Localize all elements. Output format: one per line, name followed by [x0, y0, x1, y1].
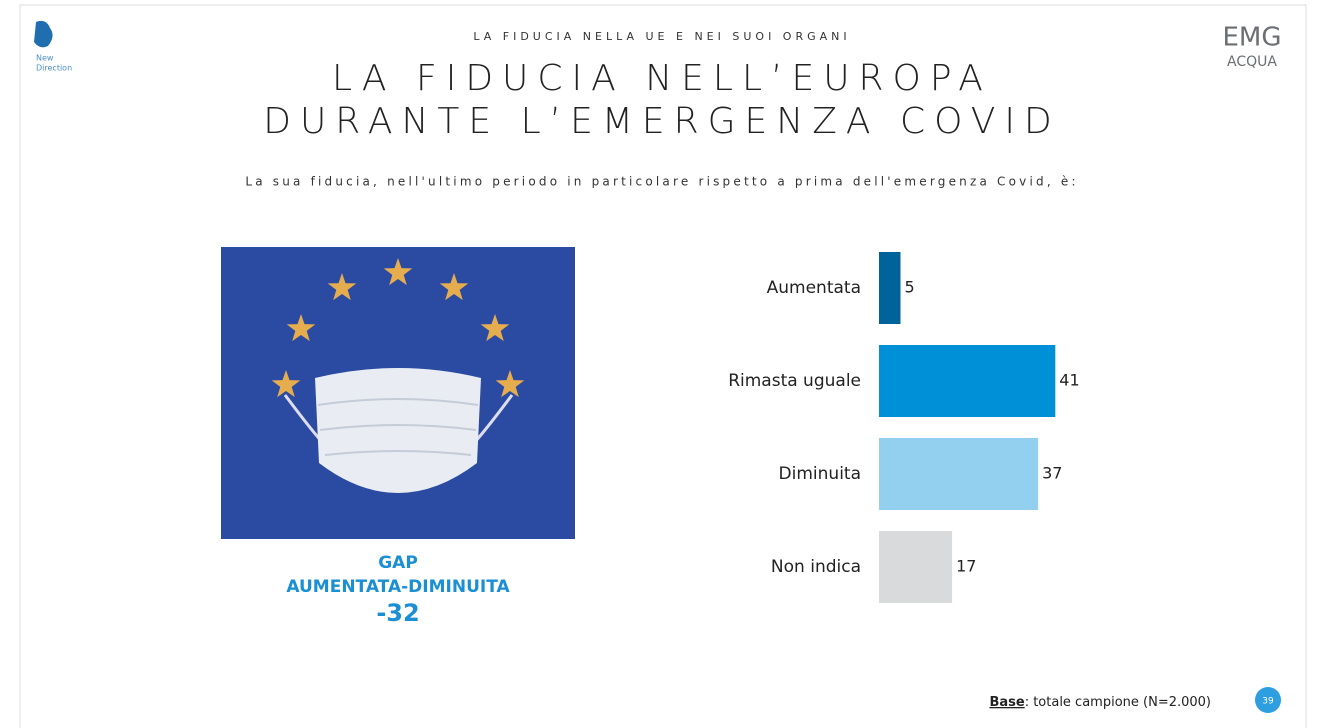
logo-left-text: Direction: [36, 64, 72, 73]
slide-frame: [19, 4, 1307, 728]
bar: [879, 438, 1039, 510]
base-label: Base: [989, 695, 1024, 710]
value-label: 37: [1042, 464, 1062, 483]
star: [495, 370, 525, 398]
bar: [879, 345, 1056, 417]
page-badge: [1255, 687, 1281, 713]
page-number: 39: [1262, 697, 1274, 707]
bar: [879, 531, 953, 603]
bar: [879, 252, 901, 324]
star: [480, 314, 510, 342]
star: [327, 273, 357, 301]
title-line: LA FIDUCIA NELL’EUROPA: [332, 58, 992, 99]
value-label: 5: [905, 278, 915, 297]
category-label: Non indica: [771, 557, 861, 577]
star: [439, 273, 469, 301]
category-label: Diminuita: [779, 464, 861, 484]
star: [383, 258, 413, 286]
value-label: 41: [1059, 371, 1079, 390]
logo-mark: [34, 20, 53, 48]
category-label: Rimasta uguale: [728, 371, 861, 391]
logo-right-text: EMG: [1222, 23, 1281, 53]
logo-left-text: New: [36, 54, 54, 63]
category-label: Aumentata: [767, 278, 861, 298]
base-text: : totale campione (N=2.000): [1025, 695, 1211, 710]
star: [286, 314, 316, 342]
section-title: LA FIDUCIA NELLA UE E NEI SUOI ORGANI: [473, 30, 850, 43]
title-line: DURANTE L’EMERGENZA COVID: [263, 101, 1061, 142]
eu-mask-image: [221, 247, 575, 539]
gap-label: GAP: [378, 553, 418, 573]
base-note: Base: totale campione (N=2.000): [989, 695, 1211, 710]
question: La sua fiducia, nell'ultimo periodo in p…: [245, 175, 1078, 189]
mask: [315, 368, 481, 493]
mask-fold: [317, 398, 479, 456]
gap-value: -32: [376, 599, 419, 627]
value-label: 17: [956, 557, 976, 576]
logo-right-text: ACQUA: [1227, 54, 1277, 70]
gap-label: AUMENTATA-DIMINUITA: [286, 577, 510, 597]
star: [271, 370, 301, 398]
